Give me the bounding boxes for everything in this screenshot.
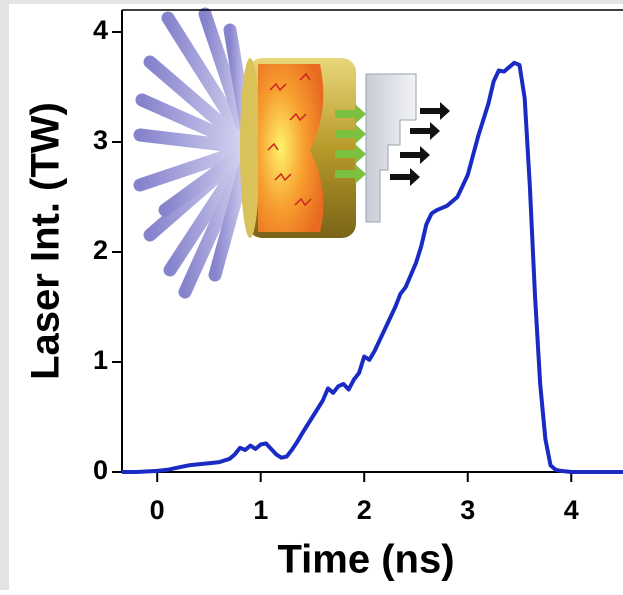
x-tick-label: 3 <box>460 495 475 525</box>
x-tick-label: 4 <box>564 495 579 525</box>
inset-illustration <box>133 7 450 299</box>
y-tick-label: 4 <box>93 15 108 45</box>
y-tick-label: 1 <box>93 345 108 375</box>
y-axis-label: Laser Int. (TW) <box>24 102 68 380</box>
y-tick-label: 2 <box>93 235 108 265</box>
x-axis-label: Time (ns) <box>277 538 454 582</box>
y-tick-label: 3 <box>93 125 108 155</box>
x-tick-label: 2 <box>357 495 372 525</box>
y-tick-label: 0 <box>93 455 108 485</box>
data-line <box>122 60 623 474</box>
x-tick-label: 1 <box>253 495 268 525</box>
x-tick-label: 0 <box>150 495 165 525</box>
